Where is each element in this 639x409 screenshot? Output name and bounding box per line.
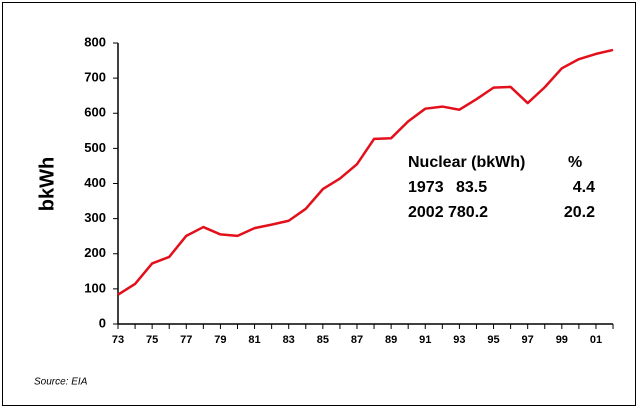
annotation-cell: 4.4 (573, 179, 595, 196)
x-tick-label: 83 (283, 334, 295, 346)
y-axis-label: bkWh (36, 157, 58, 211)
x-tick-label: 95 (487, 334, 499, 346)
annotation-cell: 1973 (408, 179, 444, 196)
y-tick-label: 500 (84, 140, 106, 155)
annotation-cell: 20.2 (564, 204, 595, 221)
line (117, 48, 614, 296)
x-tick-label: 87 (351, 334, 363, 346)
x-tick-label: 93 (453, 334, 465, 346)
y-tick-label: 200 (84, 245, 106, 260)
x-tick-label: 99 (556, 334, 568, 346)
x-tick-label: 91 (419, 334, 431, 346)
annotation-header: Nuclear (bkWh) (408, 154, 525, 171)
y-tick-label: 400 (84, 175, 106, 190)
y-tick-label: 300 (84, 210, 106, 225)
annotation-cell: 780.2 (448, 204, 488, 221)
annotation-cell: 2002 (408, 204, 444, 221)
x-tick-label: 77 (180, 334, 192, 346)
source: Source: EIA (34, 377, 88, 388)
y-tick-label: 600 (84, 105, 106, 120)
x-tick-label: 01 (590, 334, 602, 346)
annotation-header: % (568, 154, 582, 171)
x-tick-label: 89 (385, 334, 397, 346)
x-tick-label: 79 (214, 334, 226, 346)
y-tick-label: 700 (84, 70, 106, 85)
x-tick-label: 81 (248, 334, 260, 346)
annotation-cell: 83.5 (456, 179, 487, 196)
x-tick-label: 85 (317, 334, 329, 346)
y-tick-label: 0 (99, 315, 106, 330)
y-tick-label: 800 (84, 34, 106, 49)
y-tick-label: 100 (84, 280, 106, 295)
x-tick-label: 73 (112, 334, 124, 346)
x-tick-label: 97 (522, 334, 534, 346)
x-tick-label: 75 (146, 334, 158, 346)
